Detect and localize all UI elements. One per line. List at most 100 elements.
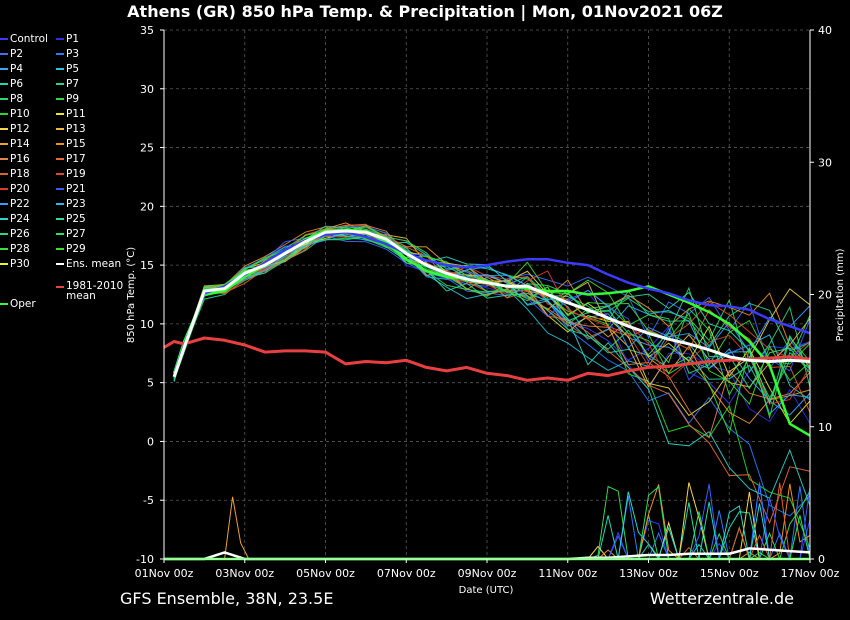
- legend-label: P15: [66, 138, 86, 150]
- y-axis-label-right: Precipitation (mm): [835, 248, 846, 341]
- legend-label: P28: [10, 243, 30, 255]
- legend-swatch: [0, 98, 8, 100]
- y-right-tick-label: 10: [818, 421, 832, 434]
- ensemble-member-line: [173, 226, 811, 549]
- y-tick-label: 5: [147, 377, 154, 390]
- x-axis-label: Date (UTC): [459, 585, 514, 596]
- legend-item: P17: [56, 153, 86, 165]
- series-control: [172, 230, 811, 376]
- legend-swatch: [56, 158, 64, 160]
- legend-item: P14: [0, 138, 30, 150]
- ensemble-member-line: [173, 230, 811, 379]
- ensemble-member-line: [173, 225, 811, 382]
- legend-swatch: [0, 158, 8, 160]
- x-tick-label: 05Nov 00z: [296, 567, 355, 580]
- ensemble-member-line: [173, 226, 811, 400]
- legend-label: P16: [10, 153, 30, 165]
- legend-label: P26: [10, 228, 30, 240]
- series-ens-mean: [172, 229, 811, 378]
- legend-item: P10: [0, 108, 30, 120]
- legend-item: P25: [56, 213, 86, 225]
- legend-item: P22: [0, 198, 30, 210]
- legend-label: P5: [66, 63, 80, 75]
- legend-item: P28: [0, 243, 30, 255]
- legend-label: P4: [10, 63, 24, 75]
- legend-swatch: [0, 248, 8, 250]
- ensemble-member-line: [173, 236, 811, 390]
- legend-item: P12: [0, 123, 30, 135]
- legend-swatch: [0, 203, 8, 205]
- bottom-axis-ticks: 01Nov 00z 03Nov 00z 05Nov 00z 07Nov 00z 09No…: [135, 559, 840, 580]
- legend-item: P13: [56, 123, 86, 135]
- legend-item: P30: [0, 258, 30, 270]
- legend-label: Oper: [10, 298, 36, 310]
- y-right-tick-label: 40: [818, 24, 832, 37]
- legend-swatch: [0, 218, 8, 220]
- legend-item-oper: Oper: [0, 298, 36, 310]
- legend-swatch: [56, 98, 64, 100]
- legend-swatch: [56, 203, 64, 205]
- legend-swatch: [0, 83, 8, 85]
- legend-swatch: [0, 53, 8, 55]
- x-tick-label: 11Nov 00z: [538, 567, 597, 580]
- legend-label: P20: [10, 183, 30, 195]
- legend-item-climate-mean: 1981-2010 mean: [56, 281, 123, 303]
- legend-item: P29: [56, 243, 86, 255]
- legend-swatch: [0, 68, 8, 70]
- legend-item: P6: [0, 78, 23, 90]
- ensemble-member-line: [173, 229, 811, 416]
- y-tick-label: 15: [140, 259, 154, 272]
- legend-label: P19: [66, 168, 86, 180]
- legend-label: Ens. mean: [66, 258, 122, 270]
- site-credit: Wetterzentrale.de: [649, 589, 794, 608]
- x-tick-label: 13Nov 00z: [619, 567, 678, 580]
- legend-label: P23: [66, 198, 86, 210]
- legend-swatch: [0, 188, 8, 190]
- legend-label: P8: [10, 93, 24, 105]
- ensemble-member-lines: [173, 222, 811, 549]
- legend-label: P11: [66, 108, 86, 120]
- legend-item: P1: [56, 33, 79, 45]
- legend-item: P21: [56, 183, 86, 195]
- legend-label: Control: [10, 33, 48, 45]
- ensemble-member-line: [173, 222, 811, 425]
- legend-item: Ens. mean: [56, 258, 121, 270]
- legend-item: P15: [56, 138, 86, 150]
- legend-swatch: [56, 248, 64, 250]
- legend-item: P16: [0, 153, 30, 165]
- legend-swatch: [56, 188, 64, 190]
- ensemble-member-line: [173, 230, 811, 401]
- legend-swatch: [0, 143, 8, 145]
- legend-label: P9: [66, 93, 80, 105]
- legend-label: P14: [10, 138, 30, 150]
- legend-label: P1: [66, 33, 80, 45]
- legend-item: P9: [56, 93, 79, 105]
- y-tick-label: 10: [140, 318, 154, 331]
- left-axis-ticks: -10 -5 0 5 10 15 20 25 30 35: [136, 24, 164, 566]
- legend-label: P18: [10, 168, 30, 180]
- series-1981-2010-mean: [163, 336, 811, 382]
- legend-swatch: [56, 68, 64, 70]
- right-axis-ticks: 0 10 20 30 40: [810, 24, 832, 566]
- legend-swatch: [56, 143, 64, 145]
- legend-swatch: [56, 53, 64, 55]
- legend-label: P13: [66, 123, 86, 135]
- legend-label: P30: [10, 258, 30, 270]
- y-axis-label-left: 850 hPa Temp. (°C): [126, 247, 137, 343]
- y-right-tick-label: 0: [818, 553, 825, 566]
- legend-item: P26: [0, 228, 30, 240]
- legend-label: P25: [66, 213, 86, 225]
- x-tick-label: 09Nov 00z: [458, 567, 517, 580]
- ensemble-member-line: [173, 229, 811, 404]
- legend-item: P11: [56, 108, 86, 120]
- legend-swatch: [56, 38, 64, 40]
- highlighted-series: [163, 228, 811, 437]
- legend-swatch: [56, 263, 64, 265]
- legend-label: P12: [10, 123, 30, 135]
- precip-peak-line: [224, 496, 250, 560]
- legend-label: P22: [10, 198, 30, 210]
- x-tick-label: 03Nov 00z: [215, 567, 274, 580]
- model-info: GFS Ensemble, 38N, 23.5E: [120, 589, 334, 608]
- x-tick-label: 17Nov 00z: [781, 567, 840, 580]
